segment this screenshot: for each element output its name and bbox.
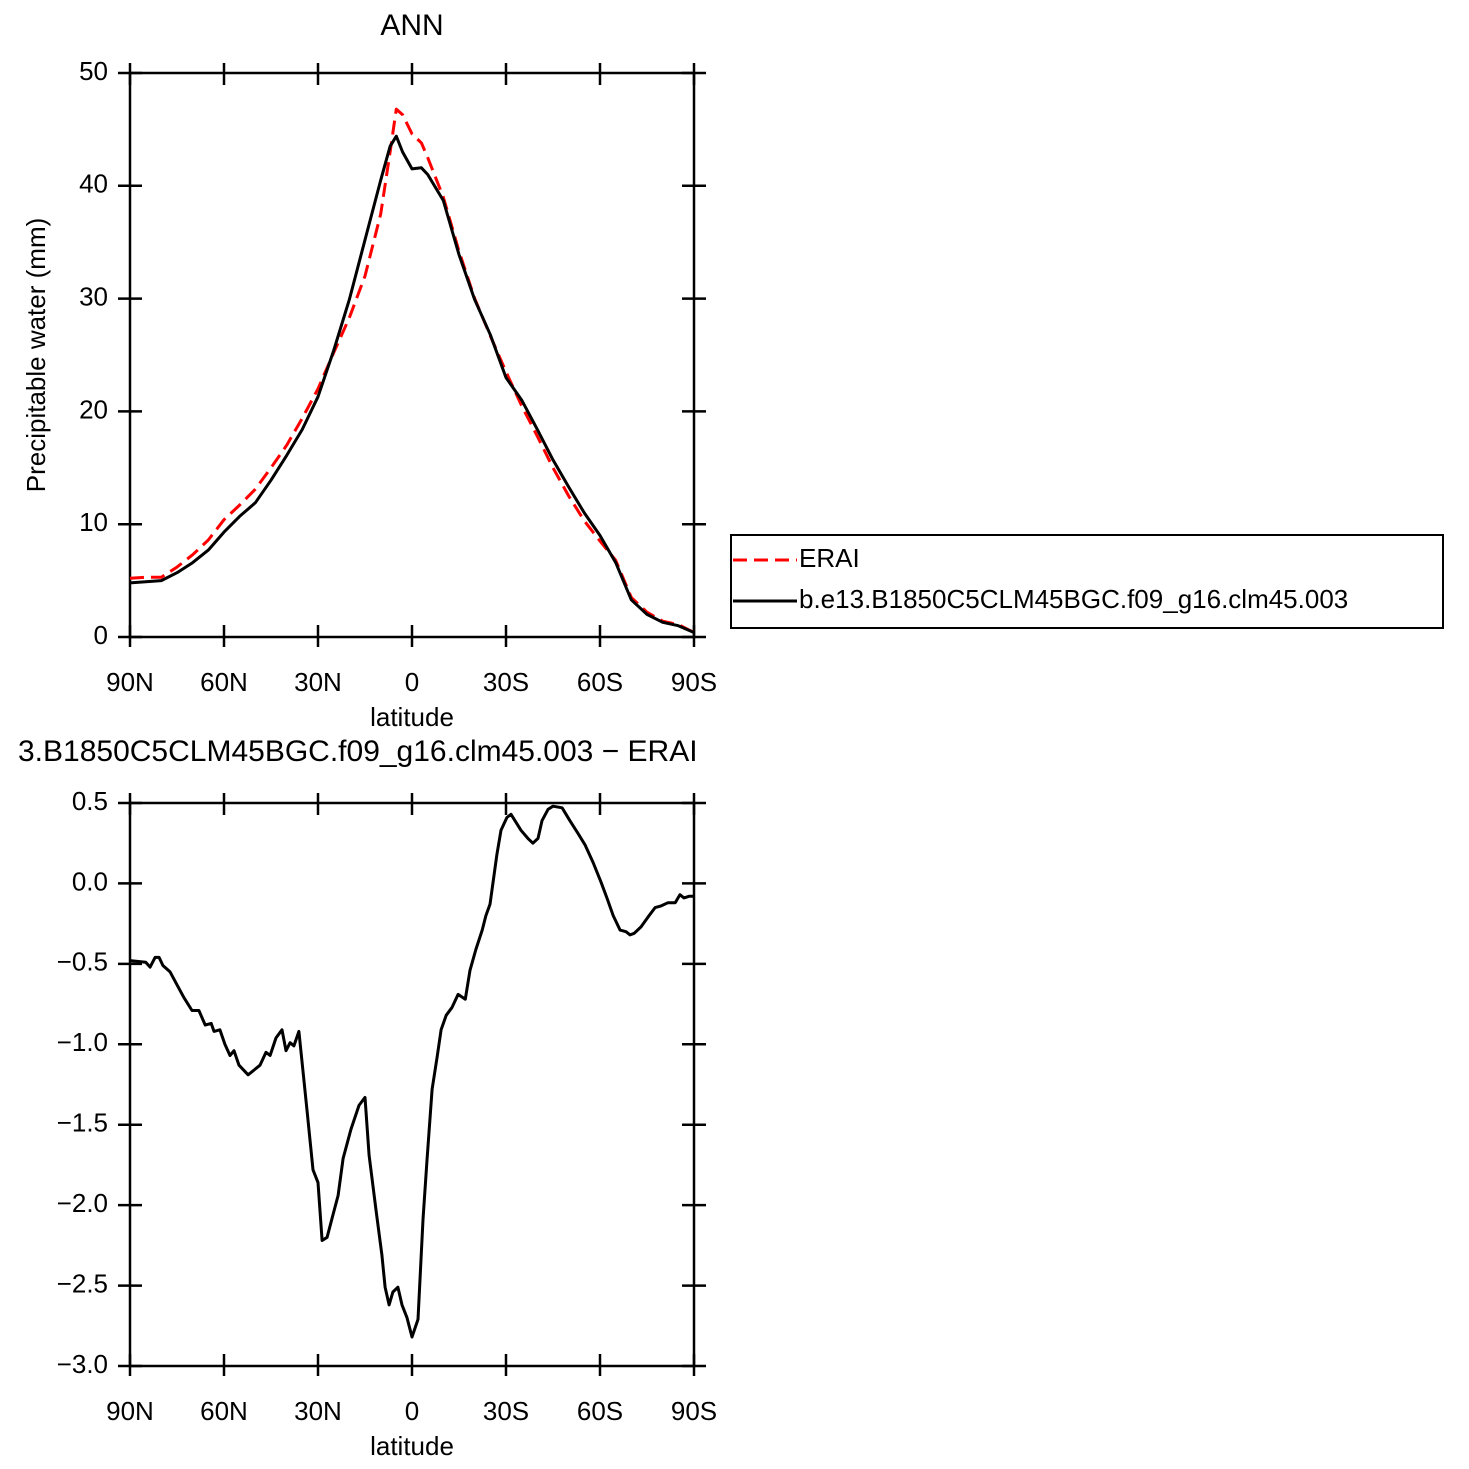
x-axis-label: latitude [370, 1431, 454, 1461]
chart-title: ANN [380, 9, 443, 42]
y-tick-label: 30 [79, 281, 108, 311]
y-tick-label: 40 [79, 169, 108, 199]
x-tick-label: 0 [405, 1396, 419, 1426]
data-line [129, 804, 694, 1339]
x-tick-label: 30N [294, 1396, 342, 1426]
x-tick-label: 90S [671, 1396, 717, 1426]
x-tick-label: 90N [106, 667, 154, 697]
chart-title: 3.B1850C5CLM45BGC.f09_g16.clm45.003 − ER… [18, 735, 698, 768]
y-tick-label: −1.0 [57, 1027, 108, 1057]
plot-frame [128, 801, 696, 1368]
y-tick-label: 10 [79, 507, 108, 537]
y-tick-label: −2.5 [57, 1268, 108, 1298]
x-tick-label: 90S [671, 667, 717, 697]
x-tick-label: 0 [405, 667, 419, 697]
y-tick-label: 0.0 [72, 866, 108, 896]
x-axis-label: latitude [370, 702, 454, 732]
y-tick-label: 50 [79, 56, 108, 86]
legend-label: ERAI [799, 543, 860, 573]
y-axis-label: Precipitable water (mm) [21, 218, 51, 493]
data-line [129, 134, 695, 634]
x-tick-label: 60S [577, 667, 623, 697]
y-tick-label: −2.0 [57, 1188, 108, 1218]
x-tick-label: 30N [294, 667, 342, 697]
legend-box [730, 534, 1444, 629]
data-line [129, 107, 695, 634]
x-tick-label: 30S [483, 1396, 529, 1426]
x-tick-label: 60S [577, 1396, 623, 1426]
x-tick-label: 30S [483, 667, 529, 697]
y-tick-label: 0.5 [72, 786, 108, 816]
y-axis-label: Precipitable water (mm) [21, 948, 51, 1223]
y-tick-label: −3.0 [57, 1349, 108, 1379]
y-tick-label: 0 [94, 620, 108, 650]
legend-label: b.e13.B1850C5CLM45BGC.f09_g16.clm45.003 [799, 584, 1348, 614]
x-tick-label: 90N [106, 1396, 154, 1426]
y-tick-label: 20 [79, 394, 108, 424]
y-tick-label: −0.5 [57, 947, 108, 977]
x-tick-label: 60N [200, 1396, 248, 1426]
y-tick-label: −1.5 [57, 1108, 108, 1138]
x-tick-label: 60N [200, 667, 248, 697]
